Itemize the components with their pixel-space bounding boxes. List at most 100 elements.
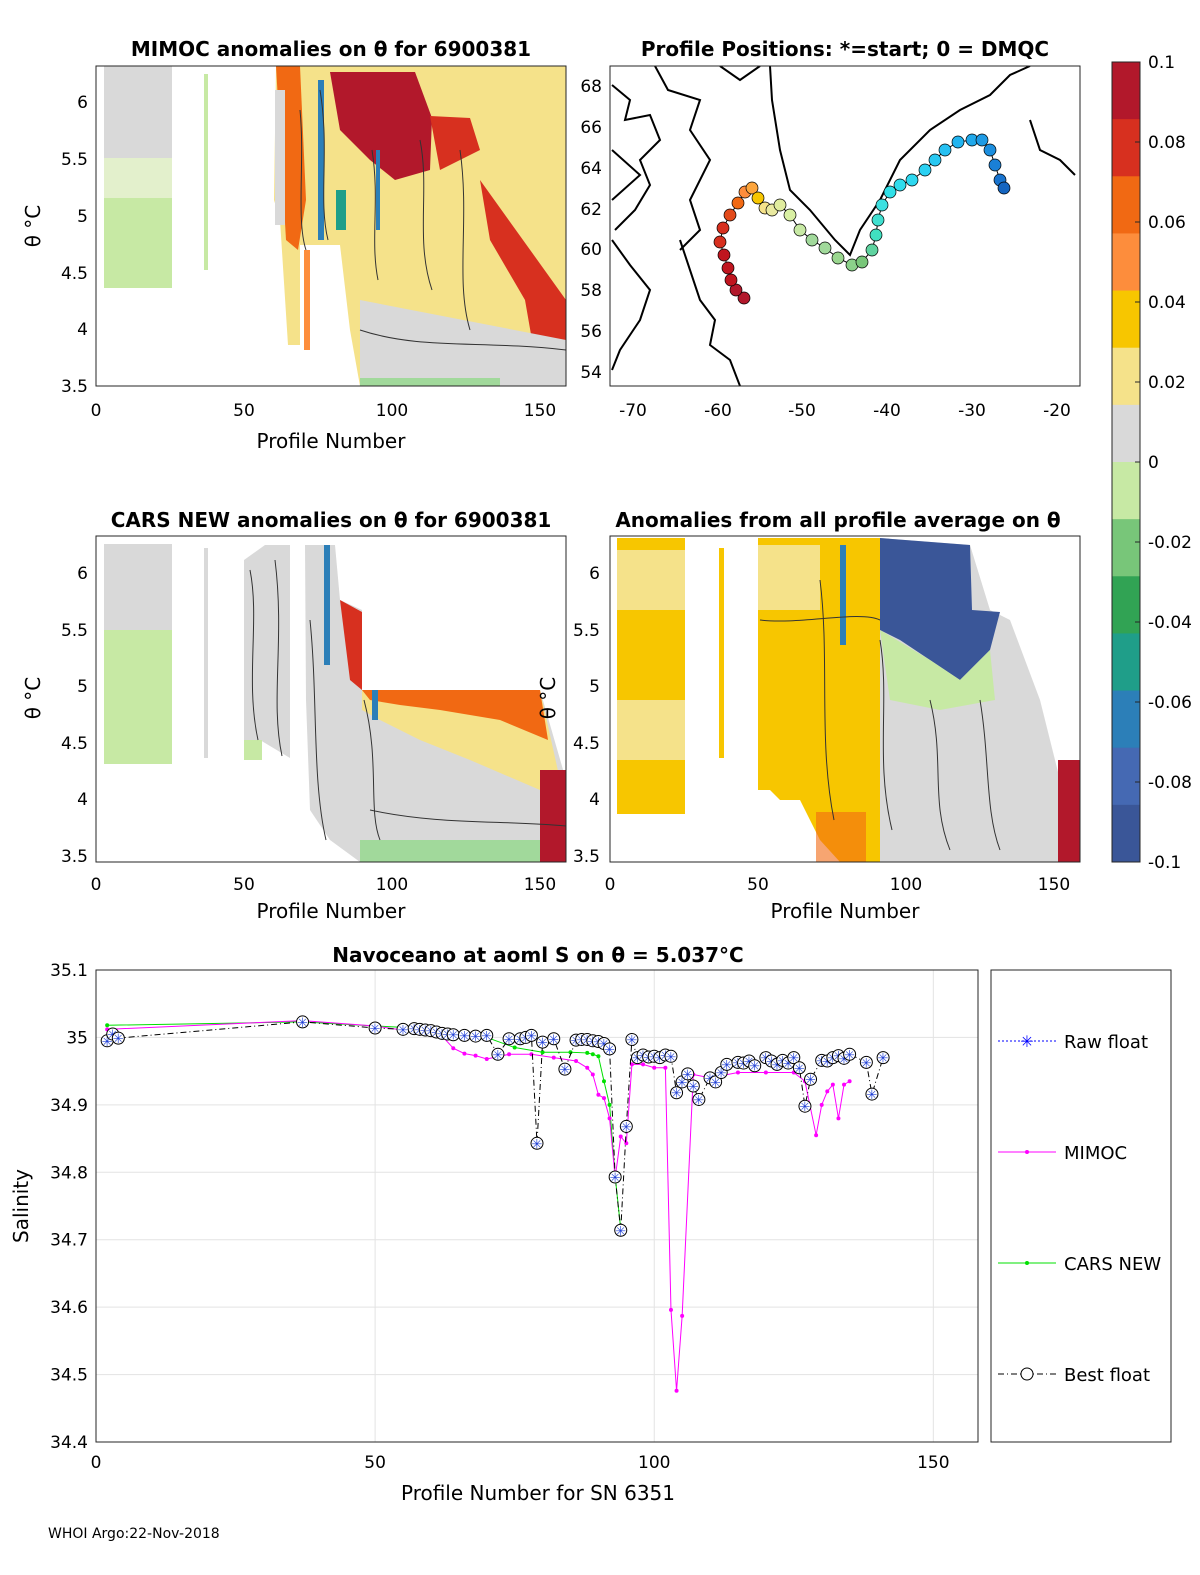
- svg-text:0: 0: [605, 875, 616, 895]
- svg-text:60: 60: [580, 240, 602, 260]
- salinity-x-label: Profile Number for SN 6351: [401, 1481, 675, 1505]
- cars-y-ticks: 6 5.5 5 4.5 4 3.5: [61, 564, 88, 867]
- allavg-y-ticks: 6 5.5 5 4.5 4 3.5: [573, 564, 600, 867]
- mimoc-anomaly-panel: MIMOC anomalies on θ for 6900381 0 50: [21, 37, 567, 453]
- svg-text:-40: -40: [873, 401, 901, 421]
- raw-float-point: ✳: [370, 1022, 381, 1037]
- svg-text:5.5: 5.5: [61, 621, 88, 641]
- raw-float-point: ✳: [537, 1036, 548, 1051]
- raw-float-point: ✳: [520, 1031, 531, 1046]
- x-tick-label: 150: [917, 1453, 949, 1473]
- raw-float-point: ✳: [783, 1057, 794, 1072]
- mimoc-point: [763, 1070, 768, 1075]
- colorbar-segment: [1112, 576, 1140, 634]
- colorbar-segment: [1112, 690, 1140, 749]
- raw-float-point: ✳: [788, 1052, 799, 1067]
- svg-text:3.5: 3.5: [573, 847, 600, 867]
- cars-panel-title: CARS NEW anomalies on θ for 6900381: [111, 508, 552, 532]
- salinity-ticks: 0 50 100 150 35.1 35 34.9 34.8 34.7 34.6 34.5 34.4: [50, 961, 949, 1473]
- raw-float-point: ✳: [626, 1033, 637, 1048]
- raw-float-point: ✳: [654, 1052, 665, 1067]
- colorbar-tick-label: -0.08: [1148, 773, 1192, 793]
- mimoc-point: [607, 1116, 612, 1121]
- best-float-point: [480, 1028, 494, 1042]
- positions-x-ticks: -70 -60 -50 -40 -30 -20: [619, 401, 1071, 421]
- cars-new-point: [590, 1052, 595, 1057]
- raw-float-point: ✳: [604, 1043, 615, 1058]
- legend-label-mimoc: MIMOC: [1064, 1143, 1127, 1164]
- cars-x-ticks: 0 50 100 150: [91, 875, 557, 895]
- raw-float-point: ✳: [481, 1029, 492, 1044]
- mimoc-point: [735, 1070, 740, 1075]
- colorbar-tick-label: 0: [1148, 453, 1159, 473]
- y-tick-label: 34.9: [50, 1096, 88, 1116]
- svg-text:6: 6: [77, 93, 88, 113]
- svg-text:50: 50: [233, 875, 255, 895]
- colorbar-segment: [1112, 233, 1140, 292]
- positions-axes-box: [609, 65, 1081, 387]
- mimoc-x-ticks: 0 50 100 150: [91, 401, 557, 421]
- mimoc-point: [551, 1055, 556, 1060]
- best-float-point: [787, 1051, 801, 1065]
- svg-text:4.5: 4.5: [573, 734, 600, 754]
- svg-text:5: 5: [589, 677, 600, 697]
- svg-text:58: 58: [580, 281, 602, 301]
- best-float-point: [491, 1047, 505, 1061]
- positions-panel-title: Profile Positions: *=start; 0 = DMQC: [641, 37, 1049, 61]
- best-float-point: [859, 1055, 873, 1069]
- mimoc-axes-box: [95, 65, 567, 387]
- legend-label-cars: CARS NEW: [1064, 1254, 1161, 1275]
- mimoc-point: [596, 1092, 601, 1097]
- colorbar: 0.1 0.08 0.06 0.04 0.02 0 -0.02 -0.04 -0.06 -0.08…: [1111, 53, 1192, 873]
- raw-float-point: ✳: [459, 1029, 470, 1044]
- mimoc-point: [680, 1313, 685, 1318]
- cars-new-point: [512, 1045, 517, 1050]
- raw-float-point: ✳: [666, 1050, 677, 1065]
- raw-float-point: ✳: [559, 1063, 570, 1078]
- mimoc-point: [814, 1133, 819, 1138]
- cars-x-label: Profile Number: [257, 899, 407, 923]
- svg-text:4.5: 4.5: [61, 734, 88, 754]
- best-float-point: [876, 1051, 890, 1065]
- svg-text:54: 54: [580, 363, 602, 383]
- mimoc-point: [663, 1065, 668, 1070]
- cars-new-point: [607, 1102, 612, 1107]
- mimoc-point: [574, 1059, 579, 1064]
- mimoc-point: [590, 1072, 595, 1077]
- raw-float-point: ✳: [677, 1076, 688, 1091]
- mimoc-point: [674, 1388, 679, 1393]
- best-float-point: [296, 1015, 310, 1029]
- mimoc-point: [842, 1082, 847, 1087]
- cars-new-point: [540, 1050, 545, 1055]
- mimoc-point: [624, 1141, 629, 1146]
- mimoc-point: [847, 1079, 852, 1084]
- svg-text:50: 50: [233, 401, 255, 421]
- svg-text:62: 62: [580, 200, 602, 220]
- svg-text:150: 150: [1038, 875, 1070, 895]
- salinity-axes-box: [95, 969, 979, 1443]
- raw-float-point: ✳: [671, 1087, 682, 1102]
- raw-float-point: ✳: [839, 1052, 850, 1067]
- raw-float-point: ✳: [710, 1076, 721, 1091]
- svg-text:4: 4: [77, 790, 88, 810]
- best-float-point: [558, 1062, 572, 1076]
- raw-float-point: ✳: [822, 1055, 833, 1070]
- allavg-panel-title: Anomalies from all profile average on θ: [615, 508, 1060, 532]
- salinity-legend: ✳ Raw float MIMOC CARS NEW Best float: [990, 969, 1172, 1443]
- raw-float-point: ✳: [526, 1029, 537, 1044]
- svg-text:100: 100: [376, 401, 408, 421]
- cars-anomaly-panel: CARS NEW anomalies on θ for 6900381 0 50…: [21, 508, 567, 923]
- svg-text:4: 4: [77, 320, 88, 340]
- mimoc-point: [601, 1096, 606, 1101]
- raw-float-point: ✳: [794, 1062, 805, 1077]
- svg-text:3.5: 3.5: [61, 847, 88, 867]
- best-float-point: [709, 1075, 723, 1089]
- raw-float-point: ✳: [693, 1093, 704, 1108]
- best-float-point: [524, 1028, 538, 1042]
- mimoc-x-label: Profile Number: [257, 429, 407, 453]
- x-tick-label: 50: [364, 1453, 386, 1473]
- svg-text:6: 6: [77, 564, 88, 584]
- colorbar-segment: [1112, 290, 1140, 349]
- allavg-y-label: θ °C: [536, 677, 560, 720]
- svg-text:50: 50: [747, 875, 769, 895]
